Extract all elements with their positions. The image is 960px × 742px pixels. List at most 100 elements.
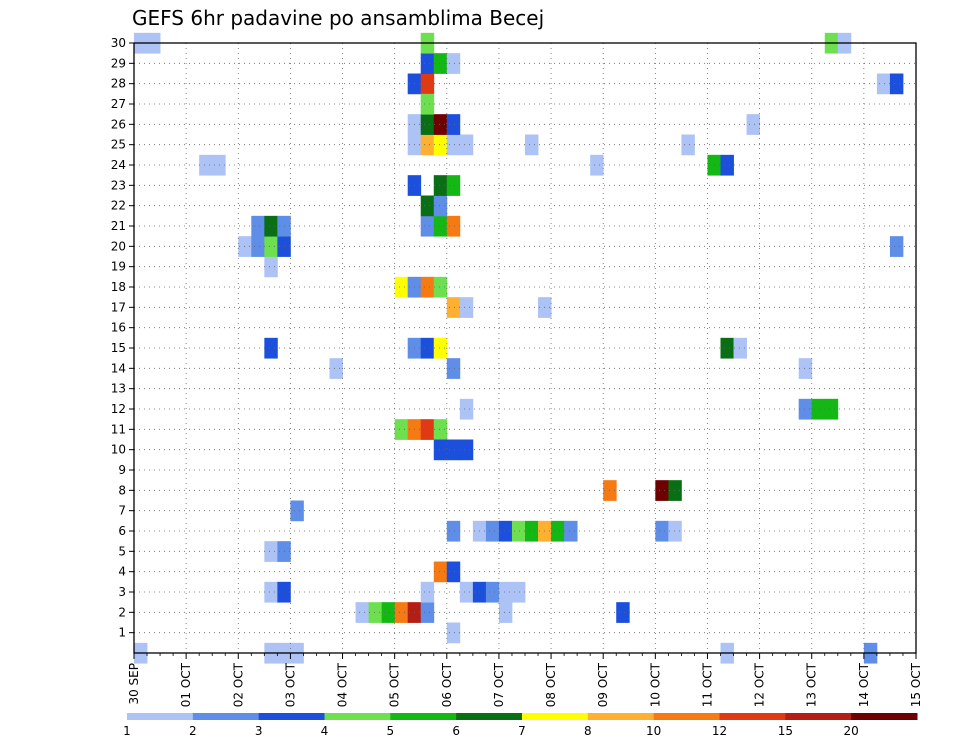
heatmap-cell	[551, 520, 565, 542]
y-tick-label: 20	[111, 239, 126, 253]
heatmap-cell	[446, 622, 461, 644]
y-tick-label: 14	[111, 361, 126, 375]
y-tick-label: 19	[111, 260, 126, 274]
y-tick-label: 30	[111, 36, 126, 50]
y-tick-label: 22	[111, 199, 126, 213]
heatmap-cell	[433, 114, 448, 135]
heatmap-cell	[459, 581, 474, 603]
y-tick-label: 15	[111, 341, 126, 355]
y-tick-label: 3	[118, 585, 126, 599]
heatmap-cell	[433, 561, 448, 583]
y-tick-label: 26	[111, 117, 126, 131]
x-tick-label: 03 OCT	[283, 662, 297, 707]
heatmap-cell	[668, 520, 682, 542]
x-axis: 30 SEP 01 OCT 02 OCT 03 OCT 04 OCT 05 OCT 06 O…	[127, 653, 923, 707]
heatmap-cell	[290, 500, 304, 522]
heatmap-cell	[420, 337, 435, 359]
heatmap-cell	[212, 154, 226, 176]
heatmap-cell	[616, 602, 630, 623]
heatmap-cell	[824, 398, 839, 420]
heatmap-cell	[433, 276, 448, 298]
heatmap-cell	[264, 541, 278, 562]
y-tick-label: 29	[111, 56, 126, 70]
colorbar-segment	[719, 713, 786, 720]
colorbar-label: 12	[712, 724, 727, 738]
heatmap-cell	[433, 419, 448, 440]
y-tick-label: 25	[111, 138, 126, 152]
colorbar-label: 20	[844, 724, 859, 738]
heatmap-cell	[525, 520, 539, 542]
y-tick-label: 7	[118, 504, 126, 518]
heatmap-cell	[668, 480, 682, 501]
colorbar-segment	[653, 713, 720, 720]
heatmap-cell	[811, 398, 826, 420]
heatmap-cell	[798, 398, 813, 420]
colorbar-label: 10	[646, 724, 661, 738]
heatmap-cell	[889, 236, 904, 257]
heatmap-cell	[381, 602, 396, 623]
y-tick-label: 24	[111, 158, 126, 172]
heatmap-cell	[433, 175, 448, 196]
x-tick-label: 10 OCT	[648, 662, 662, 707]
colorbar-label: 7	[518, 724, 526, 738]
colorbar-segment	[522, 713, 589, 720]
heatmap-cell	[485, 581, 500, 603]
y-axis: 1234567891011121314151617181920212223242…	[111, 36, 134, 640]
colorbar-label: 6	[452, 724, 460, 738]
colorbar-label: 4	[321, 724, 329, 738]
x-tick-label: 09 OCT	[596, 662, 610, 707]
heatmap-cell	[394, 419, 409, 440]
heatmap-cell	[446, 114, 461, 135]
x-tick-label: 14 OCT	[857, 662, 871, 707]
colorbar-segment	[851, 713, 918, 720]
heatmap-cell	[420, 419, 435, 440]
y-tick-label: 18	[111, 280, 126, 294]
heatmap-cell	[511, 520, 526, 542]
x-tick-label: 13 OCT	[805, 662, 819, 707]
x-tick-label: 01 OCT	[179, 662, 193, 707]
heatmap-cell	[655, 520, 669, 542]
heatmap-cell	[446, 439, 461, 461]
y-tick-label: 1	[118, 626, 126, 640]
heatmap-cell	[446, 134, 461, 156]
heatmap-cell	[394, 602, 409, 623]
colorbar-label: 3	[255, 724, 263, 738]
colorbar-label: 8	[584, 724, 592, 738]
heatmap-cell	[446, 297, 461, 318]
heatmap-cell	[420, 114, 435, 135]
heatmap-cell	[681, 134, 695, 156]
heatmap-cell	[498, 520, 513, 542]
y-tick-label: 4	[118, 565, 126, 579]
heatmap-cell	[720, 337, 734, 359]
x-tick-label: 08 OCT	[544, 662, 558, 707]
heatmap-cell	[329, 358, 343, 379]
colorbar-segment	[785, 713, 852, 720]
heatmap-cell	[368, 602, 383, 623]
heatmap-cell	[433, 53, 448, 74]
x-tick-label: 15 OCT	[909, 662, 923, 707]
heatmap-cell	[394, 276, 409, 298]
heatmap-cell	[420, 602, 435, 623]
heatmap-cell	[264, 236, 278, 257]
heatmap-cell	[564, 520, 578, 542]
heatmap-cell	[459, 134, 474, 156]
heatmap-cell	[446, 358, 461, 379]
y-tick-label: 10	[111, 443, 126, 457]
x-tick-label: 04 OCT	[336, 662, 350, 707]
heatmap-cell	[655, 480, 669, 501]
colorbar-segment	[192, 713, 260, 720]
heatmap-cell	[511, 581, 526, 603]
y-tick-label: 6	[118, 524, 126, 538]
colorbar-segment	[258, 713, 325, 720]
colorbar-label: 15	[778, 724, 793, 738]
y-tick-label: 23	[111, 178, 126, 192]
heatmap-cell	[446, 175, 461, 196]
grid-lines	[134, 42, 916, 653]
heatmap-cells	[134, 32, 904, 664]
heatmap-cell	[264, 337, 278, 359]
heatmap-cell	[433, 337, 448, 359]
colorbar-label: 2	[189, 724, 197, 738]
heatmap-cell	[420, 195, 435, 217]
y-tick-label: 12	[111, 402, 126, 416]
colorbar-segment	[127, 713, 194, 720]
